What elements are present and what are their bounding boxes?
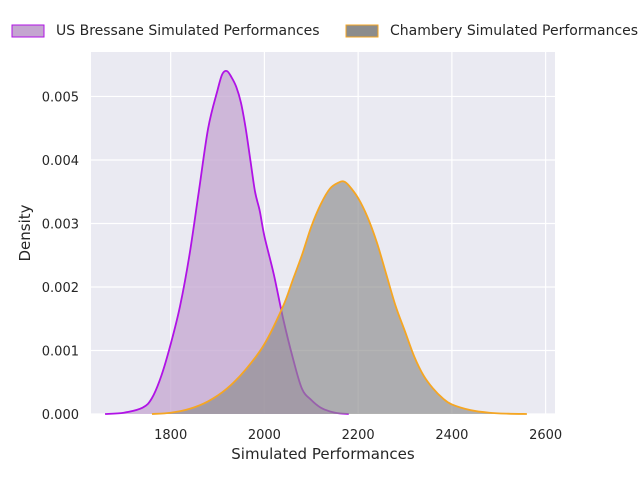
x-tick-label: 2200 <box>342 428 375 443</box>
y-tick-label: 0.000 <box>42 408 79 423</box>
x-tick-label: 2000 <box>248 428 281 443</box>
y-axis-label: Density <box>16 204 34 261</box>
legend-swatch-chambery <box>345 24 379 38</box>
y-tick-label: 0.004 <box>42 154 79 169</box>
legend: US Bressane Simulated Performances Chamb… <box>11 23 638 39</box>
legend-swatch-us-bressane <box>11 24 45 38</box>
x-tick-label: 1800 <box>154 428 187 443</box>
series-areas <box>104 69 527 415</box>
series-line-1 <box>151 180 527 415</box>
x-axis-ticks: 1800 2000 2200 2400 2600 <box>154 428 562 443</box>
legend-label-chambery: Chambery Simulated Performances <box>390 23 638 39</box>
y-tick-label: 0.005 <box>42 90 79 105</box>
y-tick-label: 0.001 <box>42 344 79 359</box>
x-tick-label: 2400 <box>435 428 468 443</box>
x-tick-label: 2600 <box>529 428 562 443</box>
y-axis-ticks: 0.000 0.001 0.002 0.003 0.004 0.005 <box>42 90 79 423</box>
y-tick-label: 0.003 <box>42 217 79 232</box>
x-axis-label: Simulated Performances <box>231 445 415 463</box>
series-area-0 <box>105 70 349 415</box>
legend-label-us-bressane: US Bressane Simulated Performances <box>56 23 320 39</box>
series-area-1 <box>151 181 527 414</box>
y-tick-label: 0.002 <box>42 281 79 296</box>
